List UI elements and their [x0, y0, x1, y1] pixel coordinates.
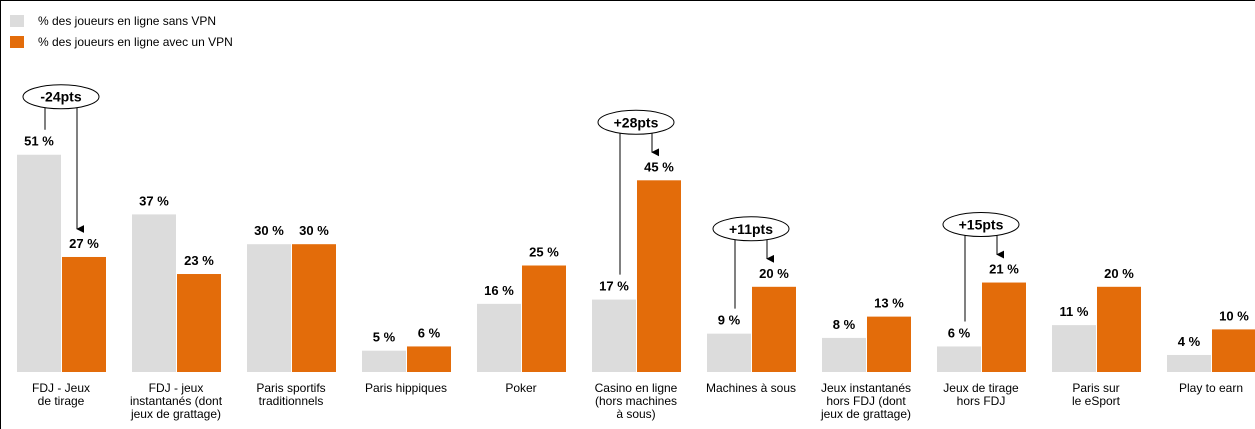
bar — [132, 214, 176, 372]
value-label: 10 % — [1219, 308, 1249, 323]
value-label: 30 % — [299, 223, 329, 238]
bar — [362, 350, 406, 372]
category-label: Jeux de tirage hors FDJ — [943, 381, 1019, 408]
bar — [247, 244, 291, 372]
bar — [982, 282, 1026, 372]
value-label: 30 % — [254, 223, 284, 238]
bar — [1052, 325, 1096, 372]
category-label: Paris hippiques — [365, 381, 447, 395]
annotation-bubble — [597, 109, 675, 135]
legend-swatch — [10, 15, 24, 27]
value-label: 9 % — [718, 313, 741, 328]
value-label: 23 % — [184, 253, 214, 268]
value-label: 45 % — [644, 159, 674, 174]
value-label: 27 % — [69, 236, 99, 251]
legend-label: % des joueurs en ligne sans VPN — [38, 14, 216, 28]
annotation-bubble — [712, 216, 790, 242]
annotation-bubble — [942, 212, 1020, 238]
annotation-text: +28pts — [614, 114, 659, 130]
category-label: FDJ - jeux instantanés (dont jeux de gratt… — [130, 381, 223, 421]
category-label: FDJ - Jeux de tirage — [32, 381, 90, 408]
bar — [1212, 329, 1255, 372]
category-label: Machines à sous — [706, 381, 796, 395]
value-label: 37 % — [139, 193, 169, 208]
value-label: 6 % — [418, 325, 441, 340]
bar — [592, 299, 636, 372]
value-label: 20 % — [759, 266, 789, 281]
category-label: Paris sportifs traditionnels — [256, 381, 325, 408]
value-label: 6 % — [948, 325, 971, 340]
annotation-text: -24pts — [40, 89, 81, 105]
legend-swatch — [10, 36, 24, 48]
bar — [522, 265, 566, 372]
annotation-text: +11pts — [729, 221, 773, 237]
value-label: 4 % — [1178, 334, 1201, 349]
bar — [62, 256, 106, 372]
value-label: 13 % — [874, 296, 904, 311]
bar — [292, 244, 336, 372]
value-label: 16 % — [484, 283, 514, 298]
category-label: Play to earn — [1179, 381, 1243, 395]
value-label: 25 % — [529, 245, 559, 260]
bar — [637, 180, 681, 372]
value-label: 17 % — [599, 279, 629, 294]
bar — [1097, 286, 1141, 372]
value-label: 20 % — [1104, 266, 1134, 281]
bar — [477, 303, 521, 372]
bar — [752, 286, 796, 372]
bar — [867, 316, 911, 372]
bar — [407, 346, 451, 372]
bar — [17, 154, 61, 372]
value-label: 21 % — [989, 262, 1019, 277]
annotation-bubble — [22, 84, 100, 110]
legend-label: % des joueurs en ligne avec un VPN — [38, 35, 233, 49]
bar — [937, 346, 981, 372]
category-label: Poker — [505, 381, 536, 395]
category-label: Paris sur le eSport — [1072, 381, 1121, 408]
bar — [1167, 354, 1211, 372]
value-label: 5 % — [373, 330, 396, 345]
category-label: Casino en ligne (hors machines à sous) — [595, 381, 678, 421]
bar — [822, 337, 866, 372]
bar — [707, 333, 751, 372]
value-label: 8 % — [833, 317, 856, 332]
annotation-text: +15pts — [959, 217, 1004, 233]
value-label: 51 % — [24, 134, 54, 149]
category-label: Jeux instantanés hors FDJ (dont jeux de gr… — [820, 381, 911, 421]
bar — [177, 274, 221, 372]
value-label: 11 % — [1060, 304, 1089, 319]
